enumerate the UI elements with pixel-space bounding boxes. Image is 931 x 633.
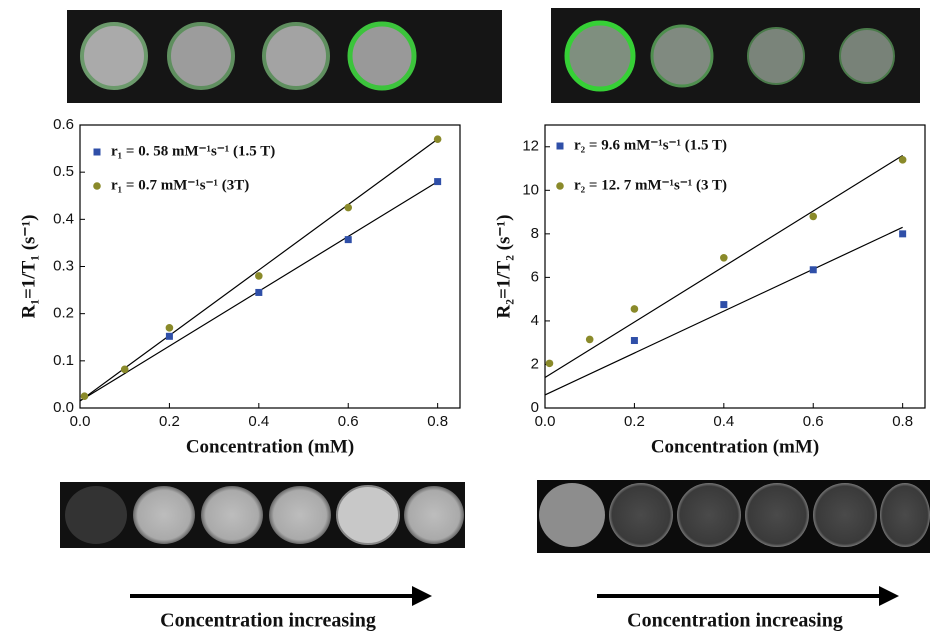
data-point	[255, 288, 263, 296]
data-point	[585, 335, 594, 344]
data-point	[720, 301, 728, 309]
data-point	[165, 332, 173, 340]
annotation: Concentration increasing	[160, 610, 376, 632]
x-tick-label: 0.2	[624, 413, 645, 430]
data-point	[344, 236, 352, 244]
x-tick-label: 0.0	[70, 413, 91, 430]
x-tick-label: 0.2	[159, 413, 180, 430]
y-tick-label: 0.2	[53, 305, 74, 322]
y-tick-label: 0.3	[53, 257, 74, 274]
y-tick-label: 10	[522, 181, 539, 198]
data-point	[545, 359, 554, 368]
arrow	[130, 586, 899, 606]
data-point	[898, 156, 907, 164]
phantom-image-top-right	[551, 8, 920, 103]
y-tick-label: 6	[531, 268, 539, 285]
legend-marker	[556, 182, 564, 190]
legend-label: r₂ = 9.6 mM⁻¹s⁻¹ (1.5 T)	[574, 137, 727, 153]
x-tick-label: 0.0	[535, 413, 556, 430]
x-axis-label: Concentration (mM)	[186, 436, 354, 457]
data-point	[899, 230, 907, 238]
legend-label: r₂ = 12. 7 mM⁻¹s⁻¹ (3 T)	[574, 177, 727, 193]
x-tick-label: 0.6	[803, 413, 824, 430]
legend-label: r₁ = 0. 58 mM⁻¹s⁻¹ (1.5 T)	[111, 143, 275, 159]
y-tick-label: 8	[531, 225, 539, 242]
y-tick-label: 0.0	[53, 399, 74, 416]
y-axis-label: R₁=1/T₁ (s⁻¹)	[18, 215, 39, 319]
y-tick-label: 2	[531, 355, 539, 372]
y-tick-label: 12	[522, 138, 539, 155]
annotation: Concentration increasing	[627, 610, 843, 632]
data-point	[809, 266, 817, 274]
x-tick-label: 0.8	[892, 413, 913, 430]
x-tick-label: 0.6	[338, 413, 359, 430]
data-point	[809, 212, 818, 221]
data-point	[720, 253, 728, 262]
data-point	[630, 337, 638, 345]
y-axis-label: R₂=1/T₂ (s⁻¹)	[493, 215, 514, 319]
data-point	[80, 392, 89, 401]
fit-line	[79, 138, 439, 402]
fit-line	[544, 226, 903, 396]
legend-marker	[93, 182, 101, 190]
x-tick-label: 0.4	[713, 413, 734, 430]
data-point	[344, 203, 353, 212]
data-point	[120, 365, 129, 374]
y-tick-label: 0.1	[53, 352, 74, 369]
x-tick-label: 0.4	[248, 413, 269, 430]
plot-frame	[544, 124, 926, 409]
phantom-image-top-left	[67, 10, 502, 103]
y-tick-label: 0.5	[53, 163, 74, 180]
y-tick-label: 0.4	[53, 210, 74, 227]
x-tick-label: 0.8	[427, 413, 448, 430]
mri-image-bottom-left	[60, 482, 465, 548]
legend-marker	[556, 142, 564, 150]
data-point	[630, 305, 639, 313]
fit-line	[544, 154, 903, 379]
data-point	[255, 272, 263, 280]
y-tick-label: 0	[531, 399, 539, 416]
data-point	[434, 178, 442, 186]
y-tick-label: 0.6	[53, 116, 74, 133]
data-point	[165, 324, 174, 332]
legend-marker	[93, 148, 101, 156]
legend-label: r₁ = 0.7 mM⁻¹s⁻¹ (3T)	[111, 177, 249, 193]
x-axis-label: Concentration (mM)	[651, 436, 819, 457]
y-tick-label: 4	[531, 312, 539, 329]
mri-image-bottom-right	[537, 480, 930, 553]
data-point	[433, 135, 442, 143]
